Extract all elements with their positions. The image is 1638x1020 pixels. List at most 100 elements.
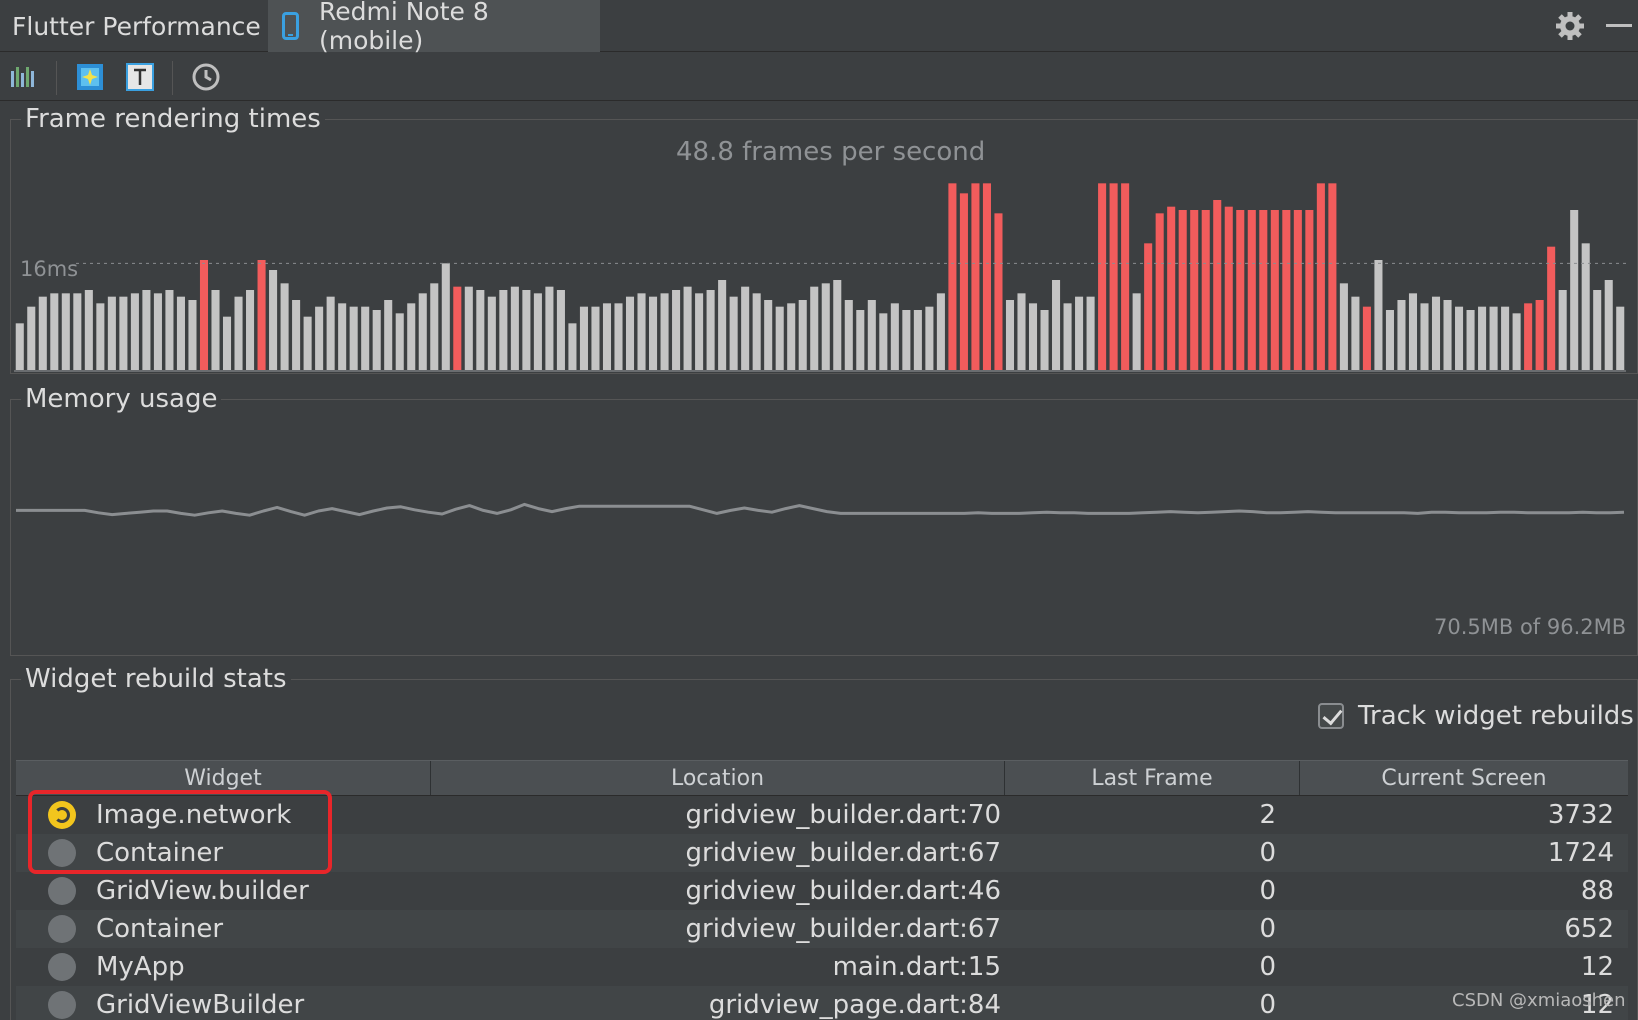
frame-bar xyxy=(280,283,289,370)
frame-bar xyxy=(407,303,416,370)
frame-bar xyxy=(764,300,773,370)
frame-bar-slow xyxy=(1190,210,1199,370)
frame-bar xyxy=(165,290,174,370)
frame-bar xyxy=(418,293,427,370)
frame-bar xyxy=(1489,306,1498,370)
table-row[interactable]: GridView.builder gridview_builder.dart:4… xyxy=(16,872,1628,910)
watermark: CSDN @xmiaoshen xyxy=(1452,990,1626,1011)
location-cell[interactable]: gridview_page.dart:84 xyxy=(708,990,1001,1020)
frame-bar xyxy=(222,316,232,370)
performance-overlay-icon[interactable] xyxy=(8,61,40,93)
frame-bar xyxy=(1063,303,1072,370)
minimize-icon[interactable] xyxy=(1606,24,1632,27)
frame-bar xyxy=(1466,310,1475,370)
tab-flutter-performance[interactable]: Flutter Performance xyxy=(12,0,261,52)
frame-bar xyxy=(372,310,381,370)
location-cell[interactable]: gridview_builder.dart:67 xyxy=(685,914,1001,944)
frame-bar xyxy=(384,300,393,370)
last-frame-cell: 0 xyxy=(1259,952,1276,982)
frame-bar-slow xyxy=(1224,206,1233,370)
frame-bar-slow xyxy=(1328,183,1337,370)
frame-bar xyxy=(1593,290,1602,370)
frame-bar xyxy=(303,316,312,370)
frame-bar-slow xyxy=(257,260,266,370)
tab-device[interactable]: Redmi Note 8 (mobile) xyxy=(268,0,600,55)
frame-bar-slow xyxy=(199,260,209,370)
rebuild-idle-icon xyxy=(48,953,76,981)
frame-bar xyxy=(1431,296,1441,370)
frame-bar-slow xyxy=(1362,306,1371,370)
frame-bar xyxy=(775,306,784,370)
frame-bar xyxy=(1455,306,1464,370)
table-row[interactable]: GridViewBuilder gridview_page.dart:84 0 … xyxy=(16,986,1628,1020)
frame-bar-slow xyxy=(1213,200,1222,370)
frame-bar xyxy=(637,293,646,370)
frame-bar xyxy=(695,293,704,370)
frame-bar xyxy=(649,296,658,370)
rebuild-idle-icon xyxy=(48,839,76,867)
frame-bar xyxy=(936,293,945,370)
frame-bar xyxy=(672,290,681,370)
location-cell[interactable]: gridview_builder.dart:46 xyxy=(685,876,1001,906)
frame-bar-slow xyxy=(1293,210,1302,370)
frame-bar-slow xyxy=(1282,210,1291,370)
tab-device-label: Redmi Note 8 (mobile) xyxy=(318,0,489,55)
frame-bar-slow xyxy=(1201,210,1210,370)
frame-bar xyxy=(925,306,934,370)
frame-bar-slow xyxy=(1167,206,1176,370)
frame-bar xyxy=(1397,300,1406,370)
widget-cell: Container xyxy=(16,914,431,944)
frame-bar xyxy=(556,290,565,370)
frame-bar xyxy=(96,303,105,370)
location-cell[interactable]: gridview_builder.dart:70 xyxy=(685,800,1001,830)
frame-bar xyxy=(292,300,301,370)
frame-bar xyxy=(269,270,278,370)
location-cell[interactable]: gridview_builder.dart:67 xyxy=(685,838,1001,868)
frame-bar xyxy=(188,300,197,370)
frame-bar xyxy=(1604,280,1613,370)
table-row[interactable]: Container gridview_builder.dart:67 0 172… xyxy=(16,834,1628,872)
frame-bar xyxy=(787,303,796,370)
frame-bar-slow xyxy=(1305,210,1314,370)
frame-bar xyxy=(361,306,370,370)
frame-bar xyxy=(683,286,692,370)
repaint-rainbow-icon[interactable] xyxy=(74,61,106,93)
rebuild-idle-icon xyxy=(48,915,76,943)
frame-bar xyxy=(1512,313,1521,370)
current-screen-cell: 652 xyxy=(1564,914,1614,944)
frame-bar xyxy=(1351,296,1360,370)
location-cell[interactable]: main.dart:15 xyxy=(832,952,1001,982)
tab-title-label: Flutter Performance xyxy=(12,11,261,41)
fps-label: 48.8 frames per second xyxy=(676,137,986,167)
table-row[interactable]: Image.network gridview_builder.dart:70 2… xyxy=(16,796,1628,834)
track-widget-rebuilds-toggle[interactable]: Track widget rebuilds xyxy=(1318,698,1634,734)
gear-icon[interactable] xyxy=(1554,10,1586,42)
frame-bar xyxy=(510,286,519,370)
track-widget-rebuilds-checkbox[interactable] xyxy=(1318,703,1344,729)
column-header-location[interactable]: Location xyxy=(431,761,1005,795)
current-screen-cell: 3732 xyxy=(1547,800,1614,830)
frame-bar-slow xyxy=(982,183,991,370)
column-header-last-frame[interactable]: Last Frame xyxy=(1005,761,1300,795)
memory-usage-chart xyxy=(16,502,1625,517)
mobile-phone-icon xyxy=(282,12,299,40)
frame-bar xyxy=(902,310,911,370)
frame-bar-slow xyxy=(1121,183,1130,370)
frame-bar xyxy=(73,293,82,370)
frame-bar xyxy=(430,283,439,370)
frame-bar xyxy=(130,293,139,370)
text-icon[interactable] xyxy=(124,61,156,93)
table-row[interactable]: MyApp main.dart:15 0 12 xyxy=(16,948,1628,986)
memory-usage-title: Memory usage xyxy=(25,384,218,414)
frame-bar xyxy=(821,283,830,370)
column-header-current-screen[interactable]: Current Screen xyxy=(1381,765,1547,791)
rebuild-active-icon xyxy=(48,801,76,829)
frame-bar xyxy=(15,323,24,370)
frame-bar xyxy=(1581,243,1590,370)
column-header-widget[interactable]: Widget xyxy=(16,761,431,795)
table-row[interactable]: Container gridview_builder.dart:67 0 652 xyxy=(16,910,1628,948)
frame-bar xyxy=(810,286,819,370)
rebuild-idle-icon xyxy=(48,877,76,905)
frame-bar xyxy=(338,303,347,370)
timeline-clock-icon[interactable] xyxy=(190,61,222,93)
